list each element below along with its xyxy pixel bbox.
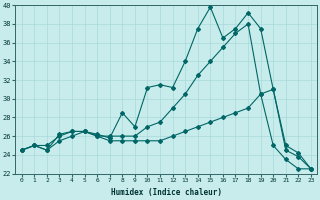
X-axis label: Humidex (Indice chaleur): Humidex (Indice chaleur) — [111, 188, 222, 197]
